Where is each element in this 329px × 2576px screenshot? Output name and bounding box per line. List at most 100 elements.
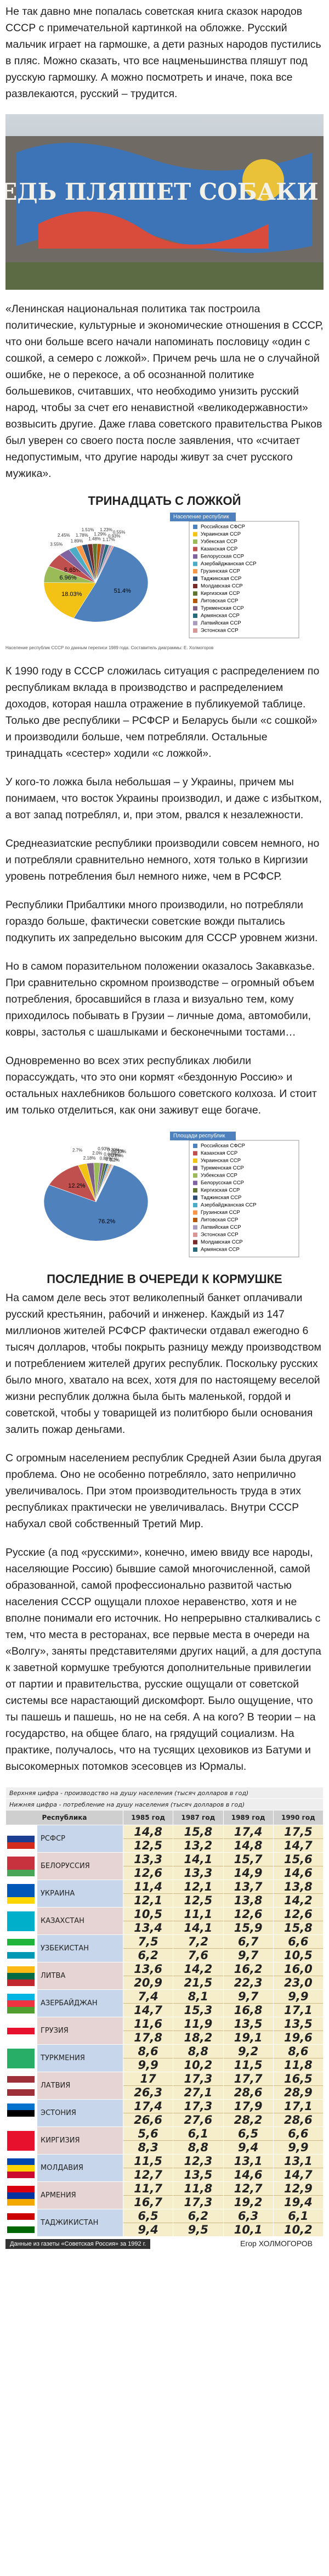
data-label: 1.89% [71, 539, 83, 544]
consumption-value: 13,5 [173, 2168, 223, 2181]
value-cell: 6,6 9,9 [273, 2127, 324, 2155]
consumption-value: 12,5 [173, 1893, 223, 1907]
value-cell: 17,9 28,2 [223, 2099, 274, 2127]
data-label: 0.29% [111, 1149, 124, 1154]
republic-name: АЗЕРБАЙДЖАН [37, 1989, 123, 2017]
header-cell: 1985 год [122, 1810, 174, 1825]
legend-label: Азербайджанская ССР [201, 1202, 257, 1208]
data-label: 0.93% [98, 1146, 110, 1151]
legend-swatch [193, 532, 197, 537]
legend-swatch [193, 599, 197, 603]
data-label: 1.51% [82, 527, 94, 532]
legend-frame [189, 521, 299, 638]
legend-swatch [193, 576, 197, 581]
value-cell: 6,5 9,4 [223, 2127, 274, 2155]
data-label: 0.39% [107, 1148, 120, 1152]
consumption-value: 9,4 [223, 2140, 273, 2154]
production-value: 11,8 [184, 2182, 213, 2195]
legend-swatch [193, 1203, 197, 1207]
production-value: 13,5 [234, 2017, 263, 2031]
consumption-value: 12,7 [123, 2168, 173, 2181]
consumption-value: 10,1 [223, 2223, 273, 2236]
flag-cell [5, 1825, 37, 1853]
legend-swatch [193, 561, 197, 566]
heading: ТРИНАДЦАТЬ С ЛОЖКОЙ [88, 494, 241, 508]
data-label: 1.48% [88, 536, 101, 541]
production-value: 11,7 [134, 2182, 163, 2195]
flag [7, 1966, 35, 1986]
production-value: 13,7 [234, 1880, 263, 1893]
flag-stripe [7, 2076, 35, 2083]
flag-stripe [7, 1856, 35, 1863]
flag-cell [5, 2099, 37, 2127]
consumption-value: 17,8 [123, 2031, 173, 2044]
flag-stripe [7, 1924, 35, 1931]
consumption-value: 19,1 [223, 2031, 273, 2044]
legend-swatch [193, 1188, 197, 1193]
heading: ПОСЛЕДНИЕ В ОЧЕРЕДИ К КОРМУШКЕ [47, 1272, 282, 1286]
value-cell: 13,3 12,6 [122, 1852, 174, 1880]
legend-swatch [193, 1210, 197, 1215]
data-label: 2.18% [83, 1156, 96, 1161]
republic-name: ЛАТВИЯ [37, 2072, 123, 2100]
paragraph: Но в самом поразительном положении оказа… [5, 960, 315, 1038]
flag-stripe [7, 1897, 35, 1904]
legend-swatch [193, 1218, 197, 1222]
value-cell: 12,3 13,5 [173, 2154, 224, 2182]
legend-swatch [193, 547, 197, 552]
flag [7, 2213, 35, 2233]
data-label: 0.93% [108, 533, 121, 538]
production-value: 17,3 [184, 2100, 213, 2113]
consumption-value: 28,9 [273, 2085, 323, 2099]
flag-stripe [7, 2061, 35, 2068]
table-row: ТАДЖИКИСТАН 6,5 9,4 6,2 9,5 6,3 10,1 6,1 10,2 [5, 2209, 324, 2237]
consumption-value: 11,8 [273, 2058, 323, 2072]
consumption-value: 19,2 [223, 2195, 273, 2209]
table-row: ЭСТОНИЯ 17,4 26,6 17,3 27,6 17,9 28,2 17,1 28,6 [5, 2099, 324, 2127]
consumption-value: 19,4 [273, 2195, 323, 2209]
consumption-value: 12,6 [123, 1866, 173, 1880]
flag-stripe [7, 2137, 35, 2144]
flag-stripe [7, 2164, 35, 2172]
header-cell: 1989 год [223, 1810, 274, 1825]
value-cell: 11,8 17,3 [173, 2181, 224, 2209]
flag-stripe [7, 1938, 35, 1945]
header-cell: Республика [5, 1810, 123, 1825]
production-value: 8,1 [188, 1990, 208, 2003]
table-row: АЗЕРБАЙДЖАН 7,4 14,7 8,1 15,3 9,7 16,8 9,9 17,1 [5, 1989, 324, 2017]
legend-label: Российская СФСР [201, 1143, 245, 1149]
graffiti [38, 211, 269, 249]
legend-label: Узбекская ССР [201, 539, 237, 545]
consumption-value: 12,5 [123, 1838, 173, 1852]
value-cell: 17,7 28,6 [223, 2072, 274, 2100]
legend-swatch [193, 606, 197, 611]
consumption-value: 8,3 [123, 2140, 173, 2154]
republic-name: ТУРКМЕНИЯ [37, 2044, 123, 2072]
republic-name: РСФСР [37, 1825, 123, 1853]
consumption-value: 16,8 [223, 2003, 273, 2017]
consumption-value: 21,5 [173, 1976, 223, 1989]
legend-label: Узбекская ССР [201, 1173, 237, 1179]
republic-name: КИРГИЗИЯ [37, 2127, 123, 2155]
legend-swatch [193, 1225, 197, 1230]
caption: Население республик СССР по данным переп… [5, 645, 214, 650]
legend-label: Белорусская ССР [201, 1180, 244, 1186]
table-row: ЛИТВА 13,6 20,9 14,2 21,5 16,2 22,3 16,0 23,0 [5, 1962, 324, 1990]
value-cell: 13,5 19,1 [223, 2017, 274, 2045]
flag-cell [5, 1962, 37, 1990]
value-cell: 13,1 14,7 [273, 2154, 324, 2182]
flag-stripe [7, 1911, 35, 1918]
title-box [170, 1132, 236, 1140]
republic-name: УКРАИНА [37, 1880, 123, 1908]
value-cell: 15,7 14,9 [223, 1852, 274, 1880]
consumption-value: 27,1 [173, 2085, 223, 2099]
flag-stripe [7, 1890, 35, 1897]
republic-name: ЭСТОНИЯ [37, 2099, 123, 2127]
production-value: 16,0 [283, 1962, 313, 1976]
production-value: 11,1 [184, 1908, 213, 1921]
production-value: 16,2 [234, 1962, 263, 1976]
consumption-value: 13,4 [123, 1921, 173, 1934]
flag-stripe [7, 2130, 35, 2138]
legend-top: Верхняя цифра - производство на душу нас… [5, 1787, 324, 1799]
production-value: 10,5 [134, 1908, 163, 1921]
